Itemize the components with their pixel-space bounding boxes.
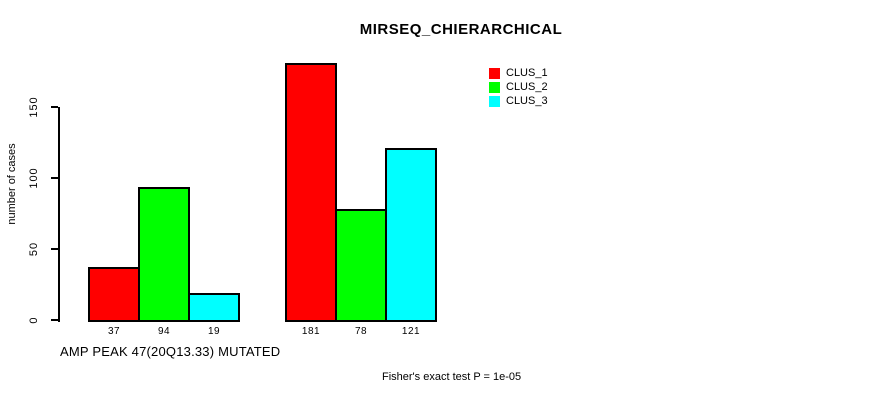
bar-clus_1-group2 xyxy=(285,63,337,322)
legend-label: CLUS_2 xyxy=(506,81,548,93)
bar-value-label: 37 xyxy=(107,326,121,337)
y-tick-label: 0 xyxy=(28,316,40,324)
bar-value-label: 181 xyxy=(301,326,321,337)
fisher-test-note: Fisher's exact test P = 1e-05 xyxy=(382,371,522,383)
bar-value-label: 19 xyxy=(207,326,221,337)
legend-label: CLUS_1 xyxy=(506,67,548,79)
x-axis-label: AMP PEAK 47(20Q13.33) MUTATED xyxy=(60,344,281,359)
chart-title: MIRSEQ_CHIERARCHICAL xyxy=(359,21,563,38)
bar-value-label: 94 xyxy=(157,326,171,337)
bar-clus_3-group1 xyxy=(188,293,240,322)
legend-row-clus_3: CLUS_3 xyxy=(489,94,548,108)
y-tick-mark xyxy=(51,319,58,321)
legend-swatch-clus_2 xyxy=(489,81,500,93)
y-axis-line xyxy=(58,107,60,322)
bar-value-label: 121 xyxy=(401,326,421,337)
y-tick-label: 100 xyxy=(28,167,40,189)
y-tick-mark xyxy=(51,177,58,179)
y-tick-mark xyxy=(51,106,58,108)
bar-clus_2-group2 xyxy=(335,209,387,322)
bar-clus_2-group1 xyxy=(138,187,190,322)
legend-row-clus_2: CLUS_2 xyxy=(489,80,548,94)
y-tick-label: 50 xyxy=(28,241,40,257)
legend-label: CLUS_3 xyxy=(506,95,548,107)
legend-swatch-clus_1 xyxy=(489,67,500,79)
legend-swatch-clus_3 xyxy=(489,95,500,107)
bar-value-label: 78 xyxy=(354,326,368,337)
bar-clus_3-group2 xyxy=(385,148,437,322)
legend-row-clus_1: CLUS_1 xyxy=(489,66,548,80)
y-tick-mark xyxy=(51,248,58,250)
bar-clus_1-group1 xyxy=(88,267,140,322)
y-axis-label: number of cases xyxy=(6,143,18,225)
y-tick-label: 150 xyxy=(28,96,40,118)
legend: CLUS_1 CLUS_2 CLUS_3 xyxy=(489,66,548,108)
